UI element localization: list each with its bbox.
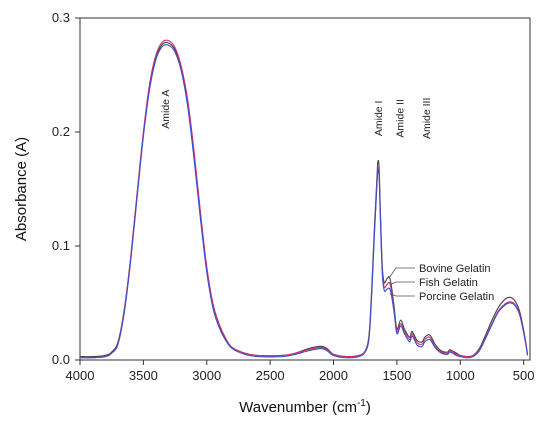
legend-label-fish-gelatin: Fish Gelatin xyxy=(419,277,478,289)
y-tick-label: 0.3 xyxy=(52,10,70,25)
plot-frame xyxy=(79,17,531,361)
x-tick-label: 500 xyxy=(513,368,535,383)
x-tick-label: 2000 xyxy=(319,368,348,383)
annotations-layer: Amide A Amide I Amide II Amide III xyxy=(160,90,433,139)
x-tick-label: 3000 xyxy=(192,368,221,383)
x-tick-label: 3500 xyxy=(129,368,158,383)
y-tick-label: 0.2 xyxy=(52,124,70,139)
legend: Bovine Gelatin Fish Gelatin Porcine Gelati… xyxy=(389,263,494,303)
series-line-bovine-gelatin xyxy=(79,41,529,358)
x-tick-label: 2500 xyxy=(256,368,285,383)
legend-leader-bovine-gelatin xyxy=(389,267,415,278)
y-tick-label: 0.1 xyxy=(52,238,70,253)
y-axis-title: Absorbance (A) xyxy=(13,137,30,241)
series-layer xyxy=(79,39,529,359)
x-axis-ticks: 4000 3500 3000 2500 2000 1500 1000 500 xyxy=(66,360,535,383)
annotation-amide-i: Amide I xyxy=(373,101,385,137)
x-axis-title: Wavenumber (cm-1) xyxy=(239,398,371,416)
y-axis-ticks: 0.0 0.1 0.2 0.3 xyxy=(52,10,80,367)
series-line-fish-gelatin xyxy=(79,39,529,359)
annotation-amide-iii: Amide III xyxy=(421,98,433,139)
series-line-porcine-gelatin xyxy=(79,44,529,359)
legend-leader-porcine-gelatin xyxy=(389,293,415,297)
annotation-amide-a: Amide A xyxy=(160,90,172,129)
plot-border xyxy=(79,17,531,361)
x-tick-label: 1500 xyxy=(382,368,411,383)
annotation-amide-ii: Amide II xyxy=(394,99,406,138)
legend-label-bovine-gelatin: Bovine Gelatin xyxy=(419,263,491,275)
legend-label-porcine-gelatin: Porcine Gelatin xyxy=(419,291,494,303)
y-tick-label: 0.0 xyxy=(52,352,70,367)
legend-leader-fish-gelatin xyxy=(389,281,415,286)
x-tick-label: 1000 xyxy=(446,368,475,383)
x-tick-label: 4000 xyxy=(66,368,95,383)
